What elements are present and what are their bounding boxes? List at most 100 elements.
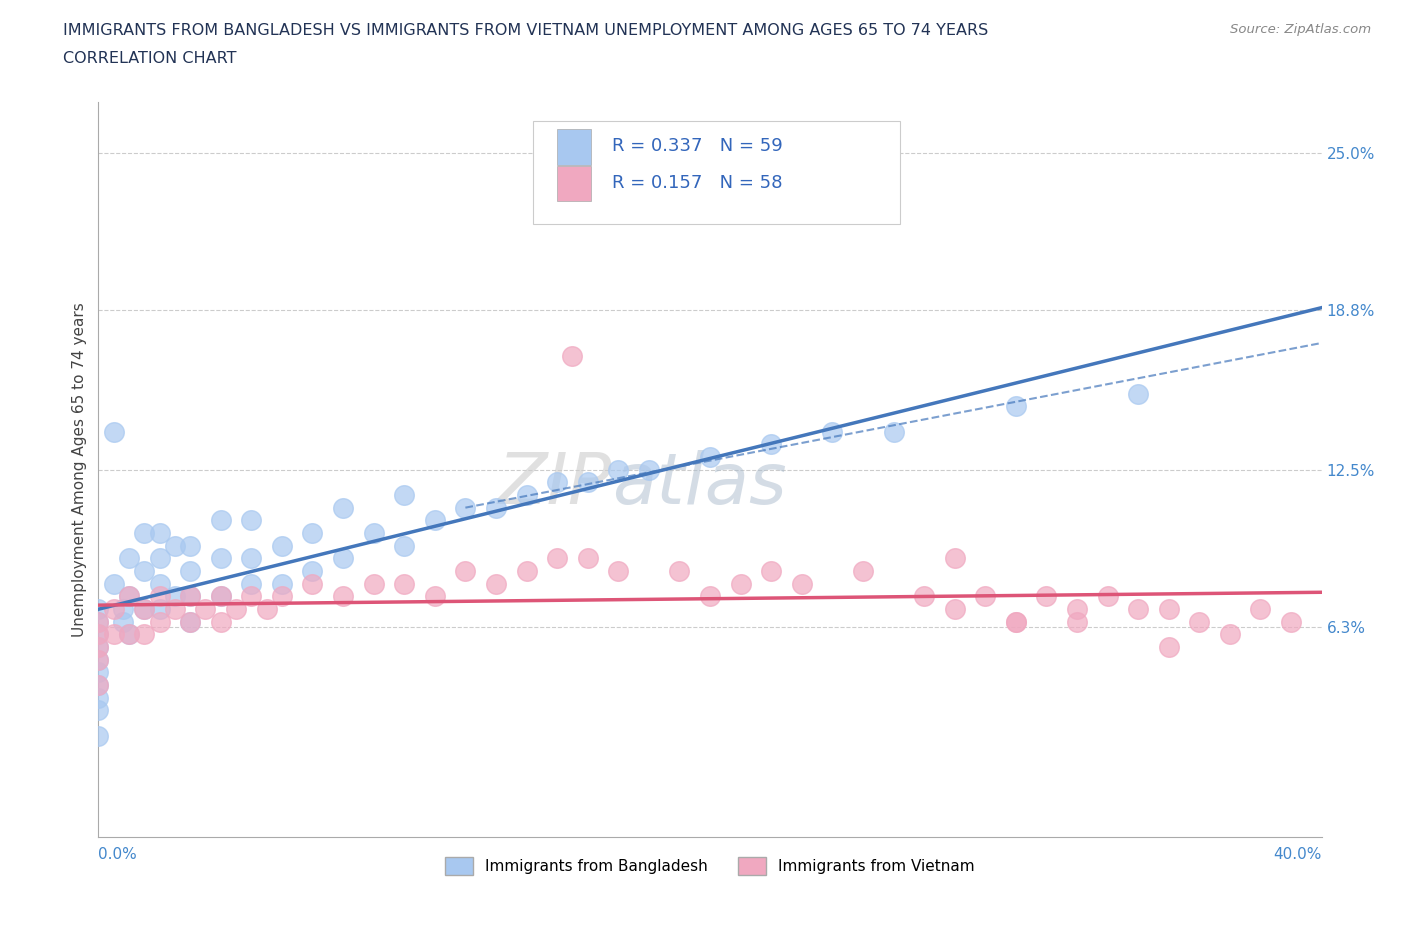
Point <box>179 589 201 604</box>
Text: atlas: atlas <box>612 450 787 519</box>
Point <box>485 577 508 591</box>
Point <box>179 614 201 629</box>
Point <box>1004 399 1026 414</box>
Text: ZIP: ZIP <box>498 450 612 519</box>
Point <box>87 640 110 655</box>
Point <box>87 678 110 693</box>
Point <box>454 500 477 515</box>
Point <box>209 589 232 604</box>
Point <box>87 703 110 718</box>
Point <box>1157 640 1180 655</box>
Point <box>790 577 813 591</box>
Point <box>149 551 172 565</box>
Point <box>546 551 568 565</box>
Point <box>1219 627 1241 642</box>
Point <box>1128 386 1150 401</box>
Point <box>194 602 217 617</box>
Point <box>423 512 446 527</box>
Point <box>668 564 690 578</box>
FancyBboxPatch shape <box>557 129 592 165</box>
Point <box>179 589 201 604</box>
Point <box>363 525 385 540</box>
Point <box>256 602 278 617</box>
Point <box>103 627 125 642</box>
Point <box>1128 602 1150 617</box>
Point <box>1066 602 1088 617</box>
Point <box>1097 589 1119 604</box>
Point <box>240 589 263 604</box>
Point <box>118 589 141 604</box>
Point <box>561 348 583 363</box>
Point <box>943 602 966 617</box>
Point <box>149 577 172 591</box>
Point <box>1157 602 1180 617</box>
Point <box>332 500 354 515</box>
Point <box>134 602 156 617</box>
Point <box>974 589 997 604</box>
Point <box>179 538 201 553</box>
Point <box>516 564 538 578</box>
Point <box>134 525 156 540</box>
Point <box>118 551 141 565</box>
Point <box>149 602 172 617</box>
Point <box>392 577 416 591</box>
Y-axis label: Unemployment Among Ages 65 to 74 years: Unemployment Among Ages 65 to 74 years <box>72 302 87 637</box>
Point <box>759 437 782 452</box>
Point <box>111 602 134 617</box>
Point <box>134 602 156 617</box>
Point <box>392 538 416 553</box>
FancyBboxPatch shape <box>533 121 900 223</box>
Point <box>103 424 125 439</box>
Point <box>1004 614 1026 629</box>
Point <box>240 551 263 565</box>
Point <box>111 614 134 629</box>
Point <box>637 462 661 477</box>
Point <box>87 614 110 629</box>
Point <box>209 551 232 565</box>
Point <box>240 577 263 591</box>
Point <box>821 424 844 439</box>
Point <box>87 627 110 642</box>
Point <box>576 475 599 490</box>
Point <box>87 652 110 667</box>
Point <box>87 690 110 705</box>
Point <box>270 538 292 553</box>
Point <box>87 602 110 617</box>
Point <box>87 614 110 629</box>
Point <box>301 525 323 540</box>
Point <box>699 589 721 604</box>
Point <box>134 627 156 642</box>
Point <box>149 614 172 629</box>
Point <box>1188 614 1211 629</box>
Text: R = 0.157   N = 58: R = 0.157 N = 58 <box>612 174 783 193</box>
Point <box>607 462 630 477</box>
Point <box>270 589 292 604</box>
Point <box>576 551 599 565</box>
FancyBboxPatch shape <box>557 166 592 202</box>
Point <box>118 627 141 642</box>
Point <box>301 577 323 591</box>
Legend: Immigrants from Bangladesh, Immigrants from Vietnam: Immigrants from Bangladesh, Immigrants f… <box>439 851 981 881</box>
Point <box>759 564 782 578</box>
Point <box>1035 589 1057 604</box>
Point <box>87 665 110 680</box>
Point <box>454 564 477 578</box>
Point <box>179 564 201 578</box>
Point <box>87 678 110 693</box>
Point <box>332 551 354 565</box>
Point <box>363 577 385 591</box>
Point <box>1249 602 1271 617</box>
Point <box>118 589 141 604</box>
Point <box>209 589 232 604</box>
Point <box>118 627 141 642</box>
Point <box>163 602 186 617</box>
Point <box>87 627 110 642</box>
Point <box>912 589 935 604</box>
Point <box>163 589 186 604</box>
Point <box>179 614 201 629</box>
Point <box>485 500 508 515</box>
Point <box>149 589 172 604</box>
Point <box>607 564 630 578</box>
Point <box>332 589 354 604</box>
Point <box>852 564 875 578</box>
